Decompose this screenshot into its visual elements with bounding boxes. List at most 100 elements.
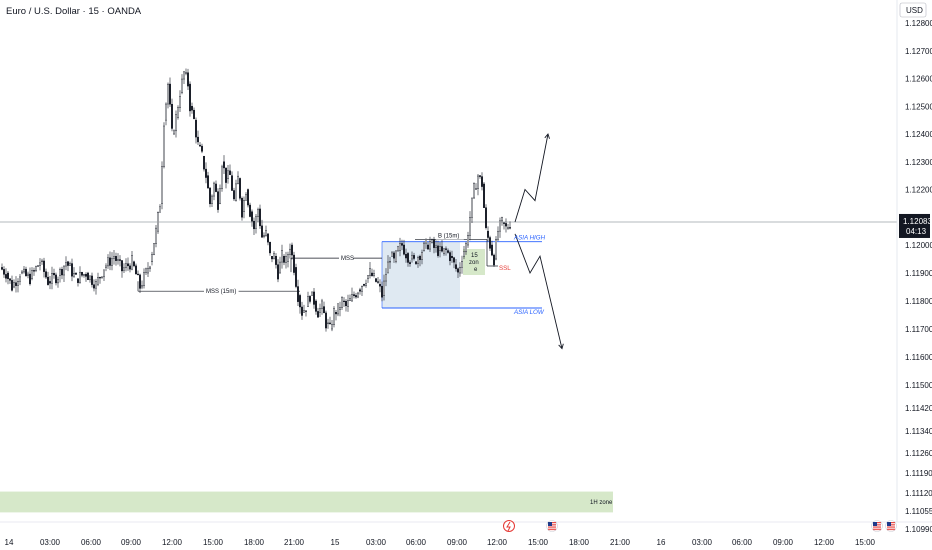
candle-body bbox=[389, 261, 392, 263]
candle bbox=[263, 232, 266, 239]
candle bbox=[305, 310, 308, 317]
candle-body bbox=[138, 274, 141, 289]
candle bbox=[295, 263, 298, 289]
candle-body bbox=[146, 268, 149, 274]
candle bbox=[230, 171, 233, 191]
candle-body bbox=[339, 307, 342, 310]
candle bbox=[379, 279, 382, 293]
candle bbox=[317, 307, 320, 318]
candle-body bbox=[246, 189, 249, 206]
candle bbox=[102, 269, 105, 282]
candle bbox=[393, 250, 396, 263]
candle bbox=[429, 236, 432, 253]
candle-body bbox=[248, 204, 251, 217]
candle-body bbox=[387, 261, 390, 274]
candle bbox=[481, 172, 484, 191]
candle-body bbox=[367, 275, 370, 279]
candle bbox=[21, 269, 24, 275]
candle bbox=[329, 316, 332, 325]
candle-body bbox=[130, 255, 133, 270]
candle bbox=[285, 251, 288, 269]
candle-body bbox=[140, 285, 143, 288]
candle-body bbox=[94, 280, 97, 289]
candle bbox=[23, 266, 26, 274]
annotations-layer: MSS (15m) MSS B (15m) ASIA HIGH ASIA LOW SSL 1… bbox=[204, 133, 564, 350]
candles-layer bbox=[1, 68, 512, 332]
candle-body bbox=[449, 252, 452, 261]
flag-stripe bbox=[548, 529, 556, 531]
candle-body bbox=[271, 256, 274, 260]
candle-body bbox=[483, 183, 486, 208]
candle bbox=[395, 250, 398, 264]
candle bbox=[150, 251, 153, 266]
candle bbox=[505, 218, 508, 233]
candle-body bbox=[457, 268, 460, 273]
candle-body bbox=[222, 161, 225, 169]
candle-body bbox=[17, 281, 20, 286]
zone-15m-box bbox=[463, 249, 485, 275]
candle-body bbox=[379, 284, 382, 287]
candle-body bbox=[23, 268, 26, 273]
candle-body bbox=[114, 256, 117, 261]
candle bbox=[449, 250, 452, 266]
candle bbox=[287, 251, 290, 268]
time-tick-label: 03:00 bbox=[692, 538, 713, 547]
time-tick-label: 21:00 bbox=[610, 538, 631, 547]
candle bbox=[136, 270, 139, 276]
candle-body bbox=[226, 170, 229, 179]
candle-body bbox=[509, 227, 512, 229]
candle bbox=[70, 258, 73, 282]
candle bbox=[246, 188, 249, 208]
price-tick-label: 1.10990 bbox=[905, 525, 932, 534]
candle bbox=[124, 258, 127, 272]
candle-body bbox=[265, 230, 268, 236]
candle-body bbox=[505, 223, 508, 227]
candle bbox=[128, 263, 131, 273]
mss-label: MSS bbox=[341, 256, 354, 262]
candle bbox=[68, 261, 71, 266]
candle bbox=[483, 182, 486, 209]
candle bbox=[206, 171, 209, 189]
candle-body bbox=[383, 280, 386, 296]
candle-body bbox=[493, 254, 496, 266]
candle-body bbox=[433, 239, 436, 248]
candle-body bbox=[29, 273, 32, 285]
candle bbox=[391, 251, 394, 257]
candle-body bbox=[116, 259, 119, 261]
candle-body bbox=[313, 291, 316, 305]
candle-body bbox=[261, 225, 264, 238]
candle-body bbox=[104, 265, 107, 268]
candle-body bbox=[307, 296, 310, 307]
candle-body bbox=[82, 274, 85, 276]
candle-body bbox=[503, 222, 506, 224]
candle-body bbox=[415, 261, 418, 264]
zone-15m-label-1: 15 bbox=[471, 253, 478, 259]
candle-body bbox=[463, 251, 466, 257]
candle bbox=[343, 297, 346, 307]
candle bbox=[53, 268, 56, 279]
candle bbox=[57, 276, 60, 288]
candle-body bbox=[487, 230, 490, 238]
candle-body bbox=[319, 308, 322, 313]
candle-body bbox=[323, 306, 326, 314]
candle bbox=[188, 81, 191, 117]
candle-body bbox=[351, 294, 354, 302]
candle-body bbox=[202, 155, 205, 170]
candle-body bbox=[120, 260, 123, 272]
candle-body bbox=[134, 265, 137, 275]
candle-body bbox=[90, 275, 93, 285]
candle bbox=[439, 242, 442, 258]
candle-body bbox=[431, 239, 434, 243]
candle bbox=[86, 271, 89, 281]
candle-body bbox=[178, 96, 181, 108]
asia-low-label: ASIA LOW bbox=[513, 309, 545, 316]
candle bbox=[415, 260, 418, 265]
candle-body bbox=[208, 187, 211, 205]
candle-body bbox=[303, 310, 306, 313]
candle bbox=[437, 240, 440, 258]
candle-body bbox=[481, 176, 484, 187]
candle-body bbox=[118, 259, 121, 261]
candle bbox=[297, 279, 300, 307]
candle-body bbox=[385, 274, 388, 282]
